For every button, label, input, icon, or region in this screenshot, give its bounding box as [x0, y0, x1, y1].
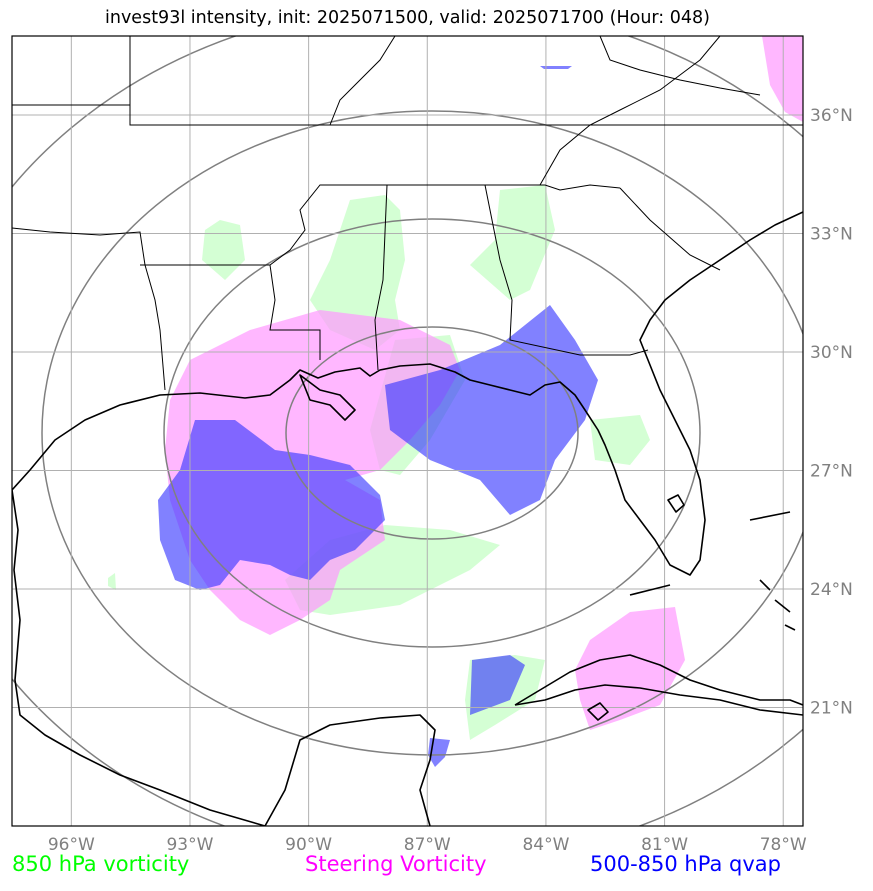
latitude-tick-label: 24°N: [810, 580, 853, 600]
page-title: invest93l intensity, init: 2025071500, v…: [105, 8, 710, 28]
legend-steering-vorticity: Steering Vorticity: [305, 852, 487, 876]
mexico-coastline: [12, 489, 266, 826]
latitude-tick-label: 27°N: [810, 462, 853, 482]
florida-keys: [629, 584, 671, 596]
map-frame: [11, 35, 804, 827]
coastlines: [12, 211, 803, 826]
latitude-tick-label: 30°N: [810, 343, 853, 363]
vorticity-850-area: [108, 573, 116, 590]
lake-okeechobee: [667, 494, 685, 513]
bahamas: [749, 511, 796, 631]
vorticity-850-area: [470, 185, 555, 300]
longitude-tick-label: 87°W: [404, 835, 451, 855]
state-border: [484, 184, 649, 356]
longitude-tick-label: 90°W: [285, 835, 332, 855]
longitude-tick-label: 81°W: [641, 835, 688, 855]
state-borders: [12, 36, 803, 391]
gulf-coastline: [12, 211, 803, 576]
state-border: [539, 36, 721, 186]
longitude-tick-label: 93°W: [166, 835, 213, 855]
state-border: [269, 264, 321, 360]
legend-850-vorticity: 850 hPa vorticity: [12, 852, 190, 876]
qvap-layer: [158, 66, 598, 767]
qvap-area: [385, 305, 598, 515]
latitude-tick-label: 36°N: [810, 106, 853, 126]
state-border: [12, 227, 166, 391]
qvap-area: [540, 66, 572, 69]
vorticity-850-area: [202, 220, 245, 280]
qvap-area: [158, 420, 385, 590]
state-border: [140, 184, 621, 266]
legend-qvap: 500-850 hPa qvap: [590, 852, 781, 876]
longitude-tick-label: 78°W: [760, 835, 807, 855]
vorticity-850-area: [590, 415, 650, 465]
isle-of-youth: [587, 702, 609, 721]
state-border: [599, 36, 761, 96]
range-ring: [285, 326, 579, 540]
latitude-labels: 21°N 24°N 27°N 30°N 33°N 36°N: [810, 106, 853, 719]
steering-vorticity-area: [762, 36, 803, 122]
latitude-tick-label: 33°N: [810, 225, 853, 245]
cuba-coastline: [514, 654, 803, 716]
longitude-tick-label: 84°W: [522, 835, 569, 855]
range-ring: [41, 110, 803, 756]
state-border: [619, 187, 721, 271]
qvap-area: [470, 655, 525, 715]
range-ring: [163, 218, 701, 648]
latitude-tick-label: 21°N: [810, 699, 853, 719]
state-border: [129, 36, 803, 126]
longitude-labels: 96°W 93°W 90°W 87°W 84°W 81°W 78°W: [48, 835, 807, 855]
qvap-area: [428, 738, 450, 767]
steering-vorticity-area: [575, 607, 685, 730]
longitude-tick-label: 96°W: [48, 835, 95, 855]
mississippi-delta: [299, 374, 356, 421]
graticule: [12, 36, 803, 826]
range-rings: [12, 36, 803, 826]
state-border: [329, 36, 396, 126]
state-border: [374, 184, 388, 371]
yucatan-coastline: [264, 714, 436, 826]
